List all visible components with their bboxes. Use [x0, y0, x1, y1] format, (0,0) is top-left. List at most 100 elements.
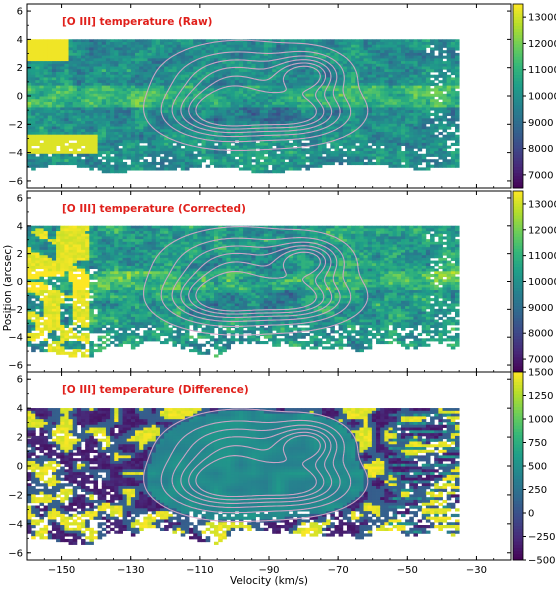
colorbar-segment: [513, 96, 523, 100]
colorbar-segment: [513, 538, 523, 542]
colorbar-segment: [513, 532, 523, 536]
colorbar-segment: [513, 494, 523, 498]
y-tick-label: −6: [8, 361, 23, 372]
colorbar-segment: [513, 327, 523, 331]
colorbar-segment: [513, 529, 523, 533]
colorbar-segment: [513, 263, 523, 267]
colorbar-tick-label: 9000: [528, 303, 553, 314]
colorbar-segment: [513, 203, 523, 207]
heatmap-cells: [27, 408, 460, 545]
colorbar-segment: [513, 397, 523, 401]
colorbar-tick-label: 0: [528, 509, 534, 520]
heatmap-cells: [27, 226, 460, 358]
colorbar-segment: [513, 447, 523, 451]
colorbar-segment: [513, 419, 523, 423]
x-tick-label: −110: [186, 565, 213, 576]
colorbar-segment: [513, 403, 523, 407]
colorbar-segment: [513, 554, 523, 558]
colorbar-tick-label: 12000: [528, 39, 556, 50]
colorbar-segment: [513, 330, 523, 334]
colorbar-segment: [513, 303, 523, 307]
colorbar-segment: [513, 351, 523, 355]
colorbar-segment: [513, 59, 523, 63]
colorbar-segment: [513, 472, 523, 476]
colorbar-segment: [513, 463, 523, 467]
y-tick-label: 0: [17, 462, 23, 473]
colorbar-segment: [513, 81, 523, 85]
colorbar-segment: [513, 333, 523, 337]
colorbar-segment: [513, 297, 523, 301]
colorbar-segment: [513, 541, 523, 545]
colorbar-segment: [513, 44, 523, 48]
colorbar-segment: [513, 441, 523, 445]
colorbar-segment: [513, 504, 523, 508]
y-tick-label: 4: [17, 221, 23, 232]
colorbar-segment: [513, 32, 523, 36]
colorbar-segment: [513, 47, 523, 51]
colorbar-segment: [513, 526, 523, 530]
colorbar-segment: [513, 114, 523, 118]
colorbar-segment: [513, 522, 523, 526]
colorbar-segment: [513, 148, 523, 152]
colorbar-segment: [513, 78, 523, 82]
colorbar-segment: [513, 218, 523, 222]
colorbar-segment: [513, 413, 523, 417]
colorbar-segment: [513, 22, 523, 26]
colorbar-segment: [513, 291, 523, 295]
x-tick-label: −50: [397, 565, 418, 576]
colorbar-segment: [513, 366, 523, 370]
colorbar-segment: [513, 242, 523, 246]
colorbar-segment: [513, 444, 523, 448]
colorbar-segment: [513, 176, 523, 180]
colorbar-segment: [513, 516, 523, 520]
colorbar-segment: [513, 163, 523, 167]
colorbar-segment: [513, 38, 523, 42]
colorbar-segment: [513, 309, 523, 313]
y-tick-label: 6: [17, 7, 23, 18]
colorbar-segment: [513, 294, 523, 298]
colorbar-segment: [513, 432, 523, 436]
colorbar-segment: [513, 345, 523, 349]
colorbar-segment: [513, 87, 523, 91]
colorbar-segment: [513, 50, 523, 54]
x-tick-label: −150: [48, 565, 75, 576]
x-tick-label: −30: [466, 565, 487, 576]
colorbar-tick-label: 1000: [528, 415, 553, 426]
colorbar-segment: [513, 35, 523, 39]
colorbar-segment: [513, 466, 523, 470]
colorbar-segment: [513, 318, 523, 322]
colorbar-segment: [513, 84, 523, 88]
colorbar-segment: [513, 251, 523, 255]
colorbar-segment: [513, 306, 523, 310]
y-tick-label: 6: [17, 193, 23, 204]
colorbar-segment: [513, 321, 523, 325]
colorbar-segment: [513, 29, 523, 33]
y-tick-label: 2: [17, 249, 23, 260]
colorbar-segment: [513, 157, 523, 161]
colorbar-segment: [513, 4, 523, 8]
colorbar-segment: [513, 547, 523, 551]
colorbar-segment: [513, 422, 523, 426]
colorbar-segment: [513, 324, 523, 328]
y-tick-label: −2: [8, 490, 23, 501]
colorbar-segment: [513, 453, 523, 457]
y-tick-label: 6: [17, 375, 23, 386]
colorbar-segment: [513, 167, 523, 171]
colorbar-segment: [513, 300, 523, 304]
colorbar-segment: [513, 391, 523, 395]
colorbar-segment: [513, 139, 523, 143]
colorbar-segment: [513, 348, 523, 352]
colorbar-segment: [513, 285, 523, 289]
colorbar-segment: [513, 194, 523, 198]
y-tick-label: 2: [17, 433, 23, 444]
colorbar-segment: [513, 336, 523, 340]
x-tick-label: −130: [117, 565, 144, 576]
colorbar-segment: [513, 93, 523, 97]
colorbar-segment: [513, 7, 523, 11]
colorbar-segment: [513, 197, 523, 201]
colorbar-tick-label: 250: [528, 485, 547, 496]
